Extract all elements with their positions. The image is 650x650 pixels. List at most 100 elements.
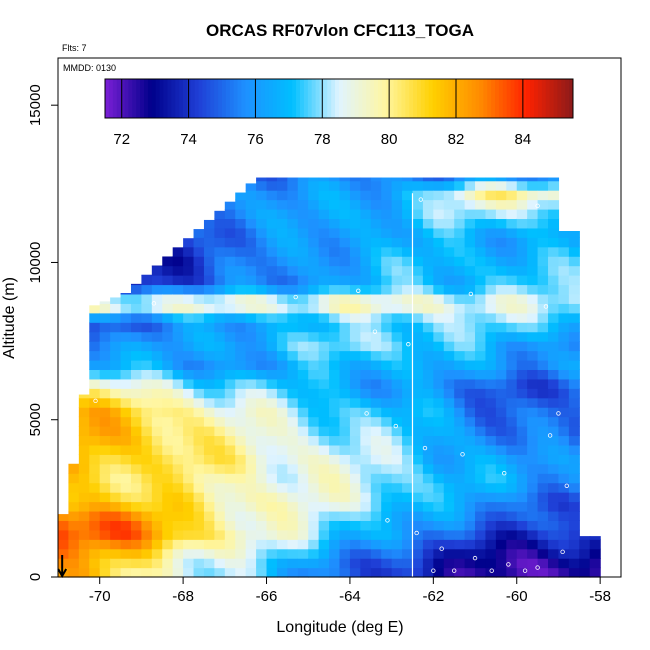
heatmap-cell [475,407,487,418]
heatmap-cell [422,284,434,295]
heatmap-cell [422,482,434,493]
heatmap-cell [120,501,132,512]
heatmap-cell [339,199,351,210]
heatmap-cell [516,265,528,276]
heatmap-cell [402,444,414,455]
heatmap-cell [454,416,466,427]
heatmap-cell [516,473,528,484]
heatmap-cell [349,180,361,191]
heatmap-cell [475,208,487,220]
heatmap-cell [339,520,351,531]
heatmap-cell [339,218,351,229]
heatmap-cell [339,369,351,380]
heatmap-cell [89,378,101,389]
heatmap-cell [537,312,549,323]
heatmap-cell [235,322,247,333]
colorbar-tick-label: 74 [180,131,197,148]
heatmap-cell [256,284,268,295]
heatmap-cell [110,359,122,370]
heatmap-cell [130,369,143,380]
heatmap-cell [318,293,330,304]
heatmap-cell [579,567,591,578]
heatmap-cell [151,454,163,465]
heatmap-cell [443,388,455,399]
heatmap-cell [412,275,424,286]
heatmap-cell [193,426,205,437]
heatmap-cell [203,303,215,314]
heatmap-cell [412,180,424,191]
heatmap-cell [130,492,143,503]
heatmap-cell [370,312,382,323]
heatmap-cell [151,492,163,503]
heatmap-cell [235,539,247,550]
heatmap-cell [297,180,309,191]
heatmap-cell [203,454,215,465]
heatmap-cell [537,473,549,484]
heatmap-cell [568,293,580,304]
heatmap-cell [454,407,466,418]
heatmap-cell [99,539,111,550]
heatmap-cell [454,284,466,295]
heatmap-cell [58,514,70,521]
heatmap-cell [203,312,215,323]
heatmap-cell [506,180,518,191]
heatmap-cell [412,388,424,399]
heatmap-cell [224,369,236,380]
heatmap-cell [433,359,445,370]
heatmap-cell [110,529,122,540]
heatmap-cell [537,558,549,569]
heatmap-cell [318,378,330,389]
heatmap-cell [495,293,507,304]
heatmap-cell [339,558,351,569]
heatmap-cell [308,341,320,352]
heatmap-cell [464,567,476,578]
heatmap-cell [495,567,507,578]
heatmap-cell [464,454,476,465]
heatmap-cell [516,539,528,550]
heatmap-cell [443,312,455,323]
heatmap-cell [349,350,361,361]
heatmap-cell [402,312,414,323]
heatmap-cell [245,435,257,446]
heatmap-cell [214,548,226,559]
heatmap-cell [266,180,278,191]
heatmap-cell [506,444,518,455]
colorbar-segment [549,79,554,118]
heatmap-cell [516,275,528,286]
heatmap-cell [235,482,247,493]
heatmap-cell [287,539,299,550]
heatmap-cell [183,246,195,257]
heatmap-cell [464,539,476,550]
heatmap-cell [89,510,101,521]
colorbar-segment [249,79,254,118]
colorbar-segment [132,79,137,118]
heatmap-cell [527,322,539,333]
heatmap-cell [130,501,143,512]
heatmap-cell [339,473,351,484]
heatmap-cell [391,275,403,286]
sample-marker [560,549,565,555]
heatmap-cell [151,435,163,446]
heatmap-cell [506,454,518,465]
heatmap-cell [256,416,268,427]
heatmap-cell [151,567,163,578]
heatmap-cell [475,350,487,361]
heatmap-cell [308,199,320,210]
heatmap-cell [256,312,268,323]
heatmap-cell [548,218,560,229]
heatmap-cell [402,369,414,380]
heatmap-cell [68,567,80,578]
heatmap-cell [558,426,570,437]
heatmap-cell [506,293,518,304]
heatmap-cell [412,510,424,521]
heatmap-cell [485,303,497,314]
heatmap-cell [433,312,445,323]
heatmap-cell [527,378,539,389]
heatmap-cell [558,435,570,446]
heatmap-cell [527,284,539,295]
heatmap-cell [172,529,184,540]
heatmap-cell [203,227,215,238]
heatmap-cell [297,369,309,380]
heatmap-cell [475,341,487,352]
sample-marker [293,294,298,300]
